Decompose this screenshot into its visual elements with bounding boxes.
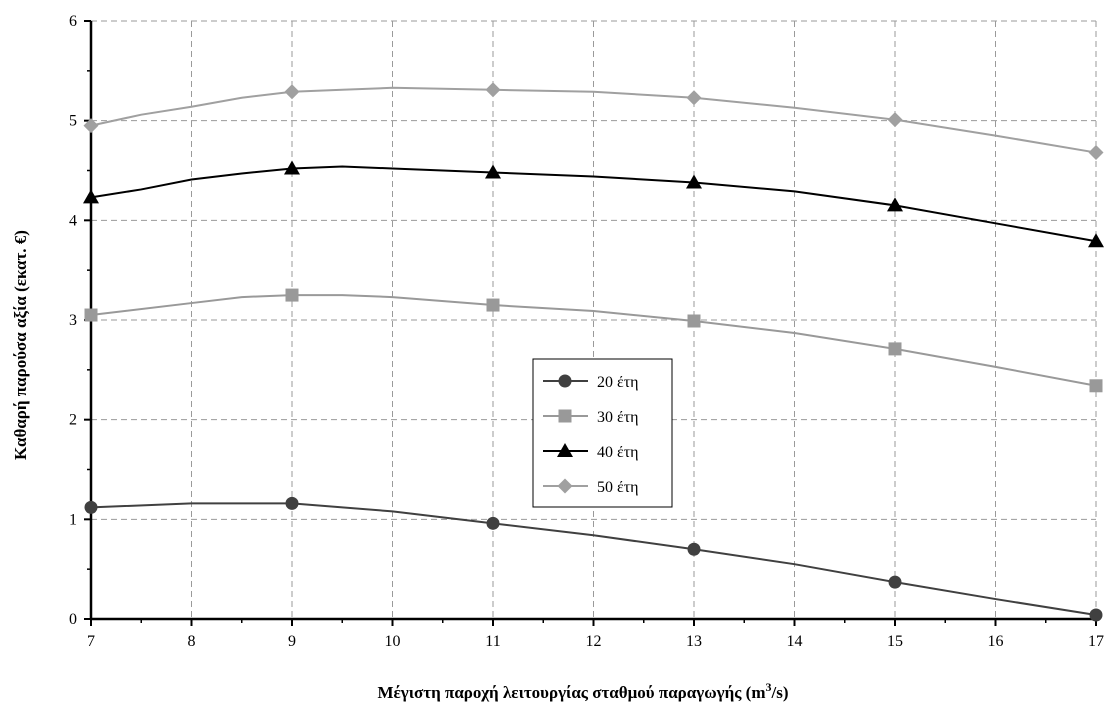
x-tick-label: 14	[787, 633, 803, 650]
data-point	[84, 500, 98, 514]
legend-label: 40 έτη	[597, 444, 639, 461]
data-point	[686, 90, 702, 106]
x-tick-label: 13	[686, 633, 702, 650]
data-point	[887, 197, 903, 212]
data-point	[1089, 379, 1103, 393]
data-point	[687, 542, 701, 556]
data-point	[83, 118, 99, 134]
x-tick-label: 9	[288, 633, 296, 650]
x-tick-label: 8	[188, 633, 196, 650]
x-tick-label: 10	[385, 633, 401, 650]
series-layer	[83, 82, 1104, 622]
data-point	[485, 82, 501, 98]
series-line	[90, 502, 1097, 617]
legend-swatch-marker	[557, 478, 573, 494]
x-tick-label: 17	[1088, 633, 1104, 650]
series-diamond	[83, 82, 1104, 161]
legend-swatch-marker	[558, 374, 572, 388]
y-tick-label: 3	[69, 312, 77, 329]
data-point	[485, 164, 501, 179]
data-point	[1088, 145, 1104, 161]
data-point	[687, 314, 701, 328]
data-point	[486, 298, 500, 312]
x-tick-label: 15	[887, 633, 903, 650]
legend-label: 50 έτη	[597, 479, 639, 496]
data-point	[486, 516, 500, 530]
x-tick-label: 16	[988, 633, 1004, 650]
x-axis-title-sup: 3	[766, 680, 772, 694]
legend: 20 έτη 30 έτη 40 έτη 50 έτη	[532, 358, 673, 508]
x-axis-title-tail: /s)	[771, 683, 789, 702]
y-tick-label: 1	[69, 511, 77, 528]
series-circle	[84, 496, 1103, 622]
y-tick-label: 2	[69, 412, 77, 429]
legend-label: 30 έτη	[597, 409, 639, 426]
x-tick-label: 12	[586, 633, 602, 650]
y-tick-label: 0	[69, 611, 77, 628]
data-point	[887, 112, 903, 128]
series-line	[90, 86, 1097, 154]
grid	[91, 20, 1097, 619]
x-axis-title: Μέγιστη παροχή λειτουργίας σταθμού παραγ…	[377, 680, 788, 702]
series-square	[84, 288, 1103, 393]
x-tick-label: 11	[485, 633, 500, 650]
data-point	[83, 189, 99, 204]
data-point	[285, 288, 299, 302]
y-axis-title: Καθαρή παρούσα αξία (εκατ. €)	[11, 230, 30, 460]
data-point	[686, 174, 702, 189]
data-point	[284, 160, 300, 175]
data-point	[285, 496, 299, 510]
legend-swatch-marker	[557, 443, 573, 457]
legend-swatch-marker	[558, 409, 572, 423]
y-tick-label: 4	[69, 212, 77, 229]
data-point	[1089, 608, 1103, 622]
data-point	[888, 342, 902, 356]
series-line	[90, 165, 1097, 243]
y-tick-label: 6	[69, 13, 77, 30]
data-point	[888, 575, 902, 589]
data-point	[284, 84, 300, 100]
legend-label: 20 έτη	[597, 374, 639, 391]
x-tick-label: 7	[87, 633, 95, 650]
data-point	[84, 308, 98, 322]
x-axis-title-main: Μέγιστη παροχή λειτουργίας σταθμού παραγ…	[377, 683, 765, 702]
legend-box	[532, 358, 673, 508]
y-tick-label: 5	[69, 113, 77, 130]
series-triangle	[83, 160, 1104, 248]
data-point	[1088, 233, 1104, 248]
